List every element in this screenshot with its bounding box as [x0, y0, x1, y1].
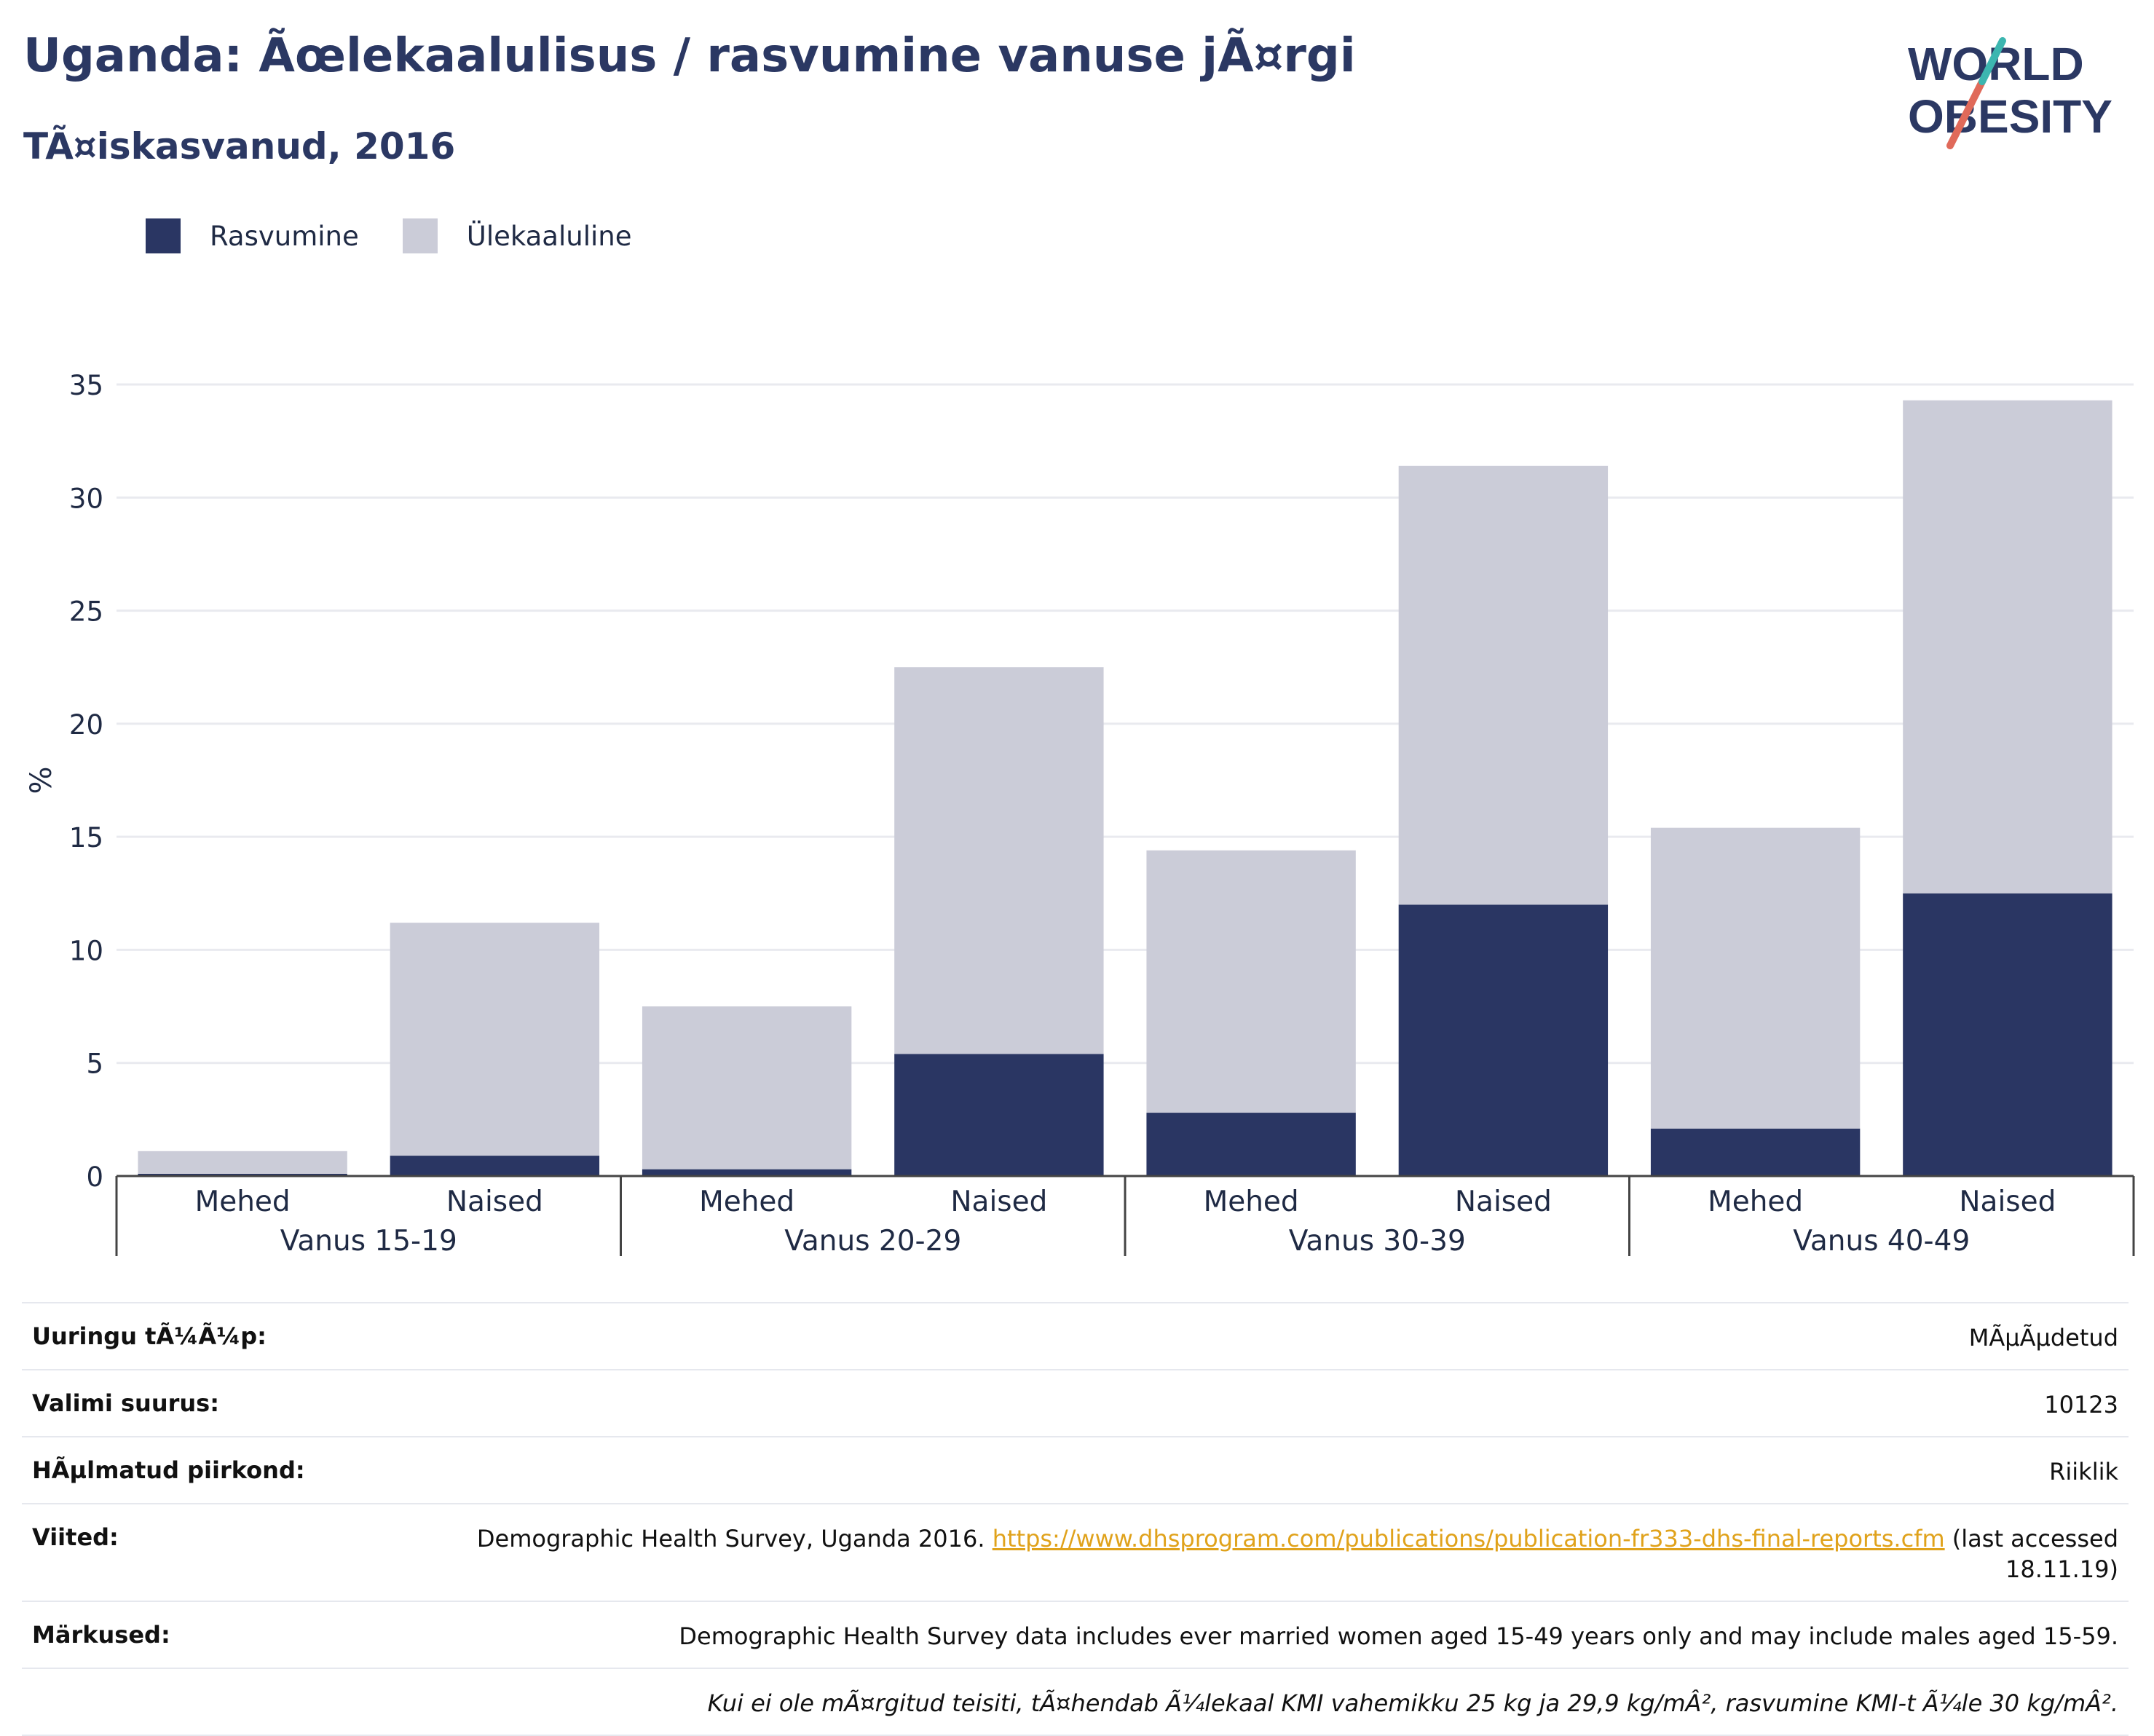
- world-obesity-logo: WORLD OBESITY: [1908, 37, 2112, 149]
- y-tick-label: 20: [69, 709, 103, 741]
- y-tick-label: 10: [69, 935, 103, 966]
- stacked-bar-chart: 0 5 10 15 20 25 30 35% Mehed Naised Mehed Naised Meh…: [25, 370, 2135, 1258]
- info-value: Demographic Health Survey, Uganda 2016. …: [458, 1523, 2118, 1585]
- bar-ulekaaluline: [1398, 465, 1609, 905]
- x-tick-label: Mehed: [699, 1185, 794, 1218]
- x-tick-label: Naised: [950, 1185, 1047, 1218]
- reference-accessed: (last accessed 18.11.19): [1944, 1525, 2118, 1583]
- bar-rasvumine: [138, 1173, 347, 1176]
- legend-item-rasvumine: Rasvumine: [146, 218, 359, 253]
- bar-ulekaaluline: [1146, 850, 1356, 1113]
- bar-ulekaaluline: [390, 923, 600, 1156]
- legend-label-rasvumine: Rasvumine: [210, 220, 359, 252]
- bar-ulekaaluline: [1650, 827, 1861, 1129]
- y-axis-label: %: [25, 766, 58, 794]
- x-tick-label: Naised: [1959, 1185, 2056, 1218]
- bar-ulekaaluline: [894, 667, 1104, 1054]
- x-tick-label: Mehed: [1708, 1185, 1803, 1218]
- info-row-references: Viited: Demographic Health Survey, Ugand…: [22, 1503, 2129, 1601]
- info-row-definition: Kui ei ole mÃ¤rgitud teisiti, tÃ¤hendab …: [22, 1668, 2129, 1736]
- y-tick-label: 35: [69, 370, 103, 401]
- legend-item-ulekaaluline: Ülekaaluline: [402, 218, 632, 253]
- info-table: Uuringu tÃ¼Ã¼p: MÃµÃµdetud Valimi suurus…: [22, 1302, 2129, 1736]
- bar-rasvumine: [1903, 893, 2112, 1176]
- legend-swatch-ulekaaluline: [402, 218, 438, 253]
- info-row-notes: Märkused: Demographic Health Survey data…: [22, 1601, 2129, 1668]
- bar-rasvumine: [1650, 1128, 1861, 1176]
- bar-ulekaaluline: [642, 1006, 852, 1169]
- group-label: Vanus 20-29: [784, 1225, 961, 1258]
- info-key: Valimi suurus:: [32, 1389, 220, 1417]
- chart-subtitle: TÃ¤iskasvanud, 2016: [23, 125, 456, 167]
- info-value: MÃµÃµdetud: [1968, 1324, 2118, 1352]
- group-label: Vanus 15-19: [280, 1225, 457, 1258]
- group-label: Vanus 40-49: [1793, 1225, 1970, 1258]
- legend-label-ulekaaluline: Ülekaaluline: [466, 220, 632, 252]
- y-tick-label: 15: [69, 822, 103, 853]
- info-key: Märkused:: [32, 1621, 170, 1649]
- info-key: Uuringu tÃ¼Ã¼p:: [32, 1322, 267, 1350]
- legend: Rasvumine Ülekaaluline: [146, 217, 676, 255]
- info-key: HÃµlmatud piirkond:: [32, 1456, 305, 1484]
- reference-text: Demographic Health Survey, Uganda 2016.: [476, 1525, 993, 1552]
- x-tick-label: Mehed: [195, 1185, 291, 1218]
- info-value: Riiklik: [2049, 1458, 2118, 1486]
- bar-rasvumine: [390, 1156, 600, 1176]
- logo-slash-red: [1946, 78, 1986, 149]
- x-tick-label: Mehed: [1204, 1185, 1299, 1218]
- legend-swatch-rasvumine: [146, 218, 181, 253]
- x-tick-label: Naised: [446, 1185, 543, 1218]
- info-value: Kui ei ole mÃ¤rgitud teisiti, tÃ¤hendab …: [707, 1689, 2118, 1717]
- info-row-sample-size: Valimi suurus: 10123: [22, 1369, 2129, 1436]
- y-tick-label: 5: [86, 1049, 103, 1080]
- info-row-survey-type: Uuringu tÃ¼Ã¼p: MÃµÃµdetud: [22, 1302, 2129, 1369]
- y-tick-label: 30: [69, 483, 103, 514]
- bar-rasvumine: [1146, 1113, 1356, 1176]
- logo-line2: OBESITY: [1908, 90, 2112, 143]
- bar-ulekaaluline: [138, 1151, 347, 1174]
- info-value: Demographic Health Survey data includes …: [679, 1622, 2118, 1650]
- info-value: 10123: [2044, 1391, 2118, 1419]
- logo-line1: WORLD: [1908, 38, 2084, 90]
- bar-rasvumine: [642, 1169, 852, 1176]
- bar-ulekaaluline: [1903, 400, 2112, 893]
- bar-rasvumine: [1398, 904, 1609, 1176]
- info-row-area: HÃµlmatud piirkond: Riiklik: [22, 1436, 2129, 1503]
- reference-link[interactable]: https://www.dhsprogram.com/publications/…: [992, 1525, 1945, 1552]
- y-tick-label: 25: [69, 596, 103, 628]
- group-label: Vanus 30-39: [1289, 1225, 1466, 1258]
- y-tick-label: 0: [86, 1161, 103, 1193]
- info-key: Viited:: [32, 1523, 119, 1551]
- x-tick-label: Naised: [1455, 1185, 1552, 1218]
- logo-slash-teal: [1979, 37, 2006, 85]
- bar-rasvumine: [894, 1054, 1104, 1176]
- chart-title: Uganda: Ãœlekaalulisus / rasvumine vanus…: [23, 29, 1356, 83]
